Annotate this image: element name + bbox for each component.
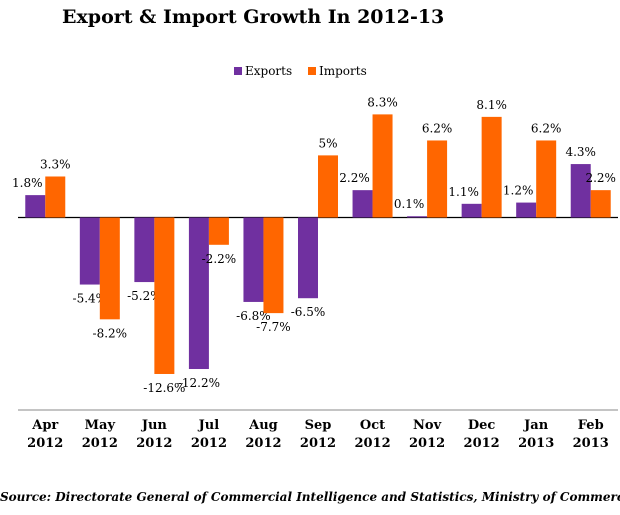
x-tick-year-1: 2012 (82, 436, 118, 451)
exports-bar-7 (407, 216, 428, 218)
imports-label-1: -8.2% (93, 326, 128, 340)
imports-label-10: 2.2% (585, 171, 616, 185)
x-tick-month-3: Jul (198, 418, 220, 433)
imports-label-7: 6.2% (422, 121, 453, 135)
x-tick-month-4: Aug (248, 418, 278, 433)
x-tick-year-5: 2012 (300, 436, 336, 451)
x-tick-year-4: 2012 (245, 436, 281, 451)
exports-label-1: -5.4% (73, 292, 108, 306)
exports-label-4: -6.8% (236, 309, 271, 323)
legend-swatch-exports (234, 67, 242, 75)
x-tick-month-0: Apr (31, 418, 58, 433)
exports-bar-8 (461, 203, 482, 218)
source-note: Source: Directorate General of Commercia… (0, 490, 620, 504)
x-tick-month-6: Oct (360, 418, 385, 433)
imports-bar-1 (99, 217, 120, 320)
exports-label-8: 1.1% (448, 185, 479, 199)
exports-bar-3 (188, 217, 209, 370)
imports-bar-8 (481, 116, 502, 218)
exports-label-7: 0.1% (394, 197, 425, 211)
imports-bar-3 (208, 217, 229, 245)
imports-bar-10 (590, 190, 611, 218)
x-tick-month-8: Dec (468, 418, 496, 433)
exports-label-10: 4.3% (565, 145, 596, 159)
imports-label-6: 8.3% (367, 95, 398, 109)
imports-bar-4 (263, 217, 284, 314)
imports-bar-0 (45, 176, 66, 218)
imports-label-9: 6.2% (531, 121, 562, 135)
x-tick-year-6: 2012 (354, 436, 390, 451)
imports-label-5: 5% (318, 136, 337, 150)
exports-bar-9 (516, 202, 537, 218)
exports-bar-5 (298, 217, 318, 299)
exports-bar-10 (570, 164, 591, 218)
imports-bar-9 (536, 140, 557, 218)
exports-label-9: 1.2% (503, 184, 534, 198)
exports-bar-0 (25, 195, 46, 218)
x-tick-month-7: Nov (413, 418, 442, 433)
imports-label-0: 3.3% (40, 157, 71, 171)
x-tick-year-0: 2012 (27, 436, 63, 451)
legend-swatch-imports (308, 67, 316, 75)
exports-label-2: -5.2% (127, 289, 162, 303)
imports-label-2: -12.6% (143, 381, 185, 395)
exports-bar-4 (243, 217, 264, 302)
exports-label-6: 2.2% (339, 171, 370, 185)
x-tick-year-10: 2013 (573, 436, 609, 451)
x-tick-month-1: May (85, 418, 116, 433)
x-tick-month-9: Jan (523, 418, 549, 433)
x-tick-month-2: Jun (141, 418, 168, 433)
chart-title: Export & Import Growth In 2012-13 (62, 6, 445, 28)
exports-label-3: -12.2% (178, 376, 220, 390)
x-tick-month-5: Sep (305, 418, 332, 433)
imports-bar-2 (154, 217, 175, 374)
imports-bar-5 (318, 155, 338, 218)
x-tick-year-8: 2012 (464, 436, 500, 451)
imports-label-3: -2.2% (202, 252, 237, 266)
exports-bar-1 (79, 217, 100, 285)
legend-label-imports: Imports (319, 64, 367, 78)
legend-label-exports: Exports (245, 64, 292, 78)
exports-label-0: 1.8% (12, 176, 43, 190)
x-tick-year-2: 2012 (136, 436, 172, 451)
imports-label-4: -7.7% (256, 320, 291, 334)
imports-bar-6 (372, 114, 393, 218)
exports-bar-6 (352, 190, 373, 218)
x-tick-year-7: 2012 (409, 436, 445, 451)
x-tick-year-3: 2012 (191, 436, 227, 451)
imports-label-8: 8.1% (476, 98, 507, 112)
imports-bar-7 (427, 140, 448, 218)
exports-bar-2 (134, 217, 155, 283)
x-tick-year-9: 2013 (518, 436, 554, 451)
x-tick-month-10: Feb (578, 418, 604, 433)
exports-label-5: -6.5% (291, 305, 326, 319)
